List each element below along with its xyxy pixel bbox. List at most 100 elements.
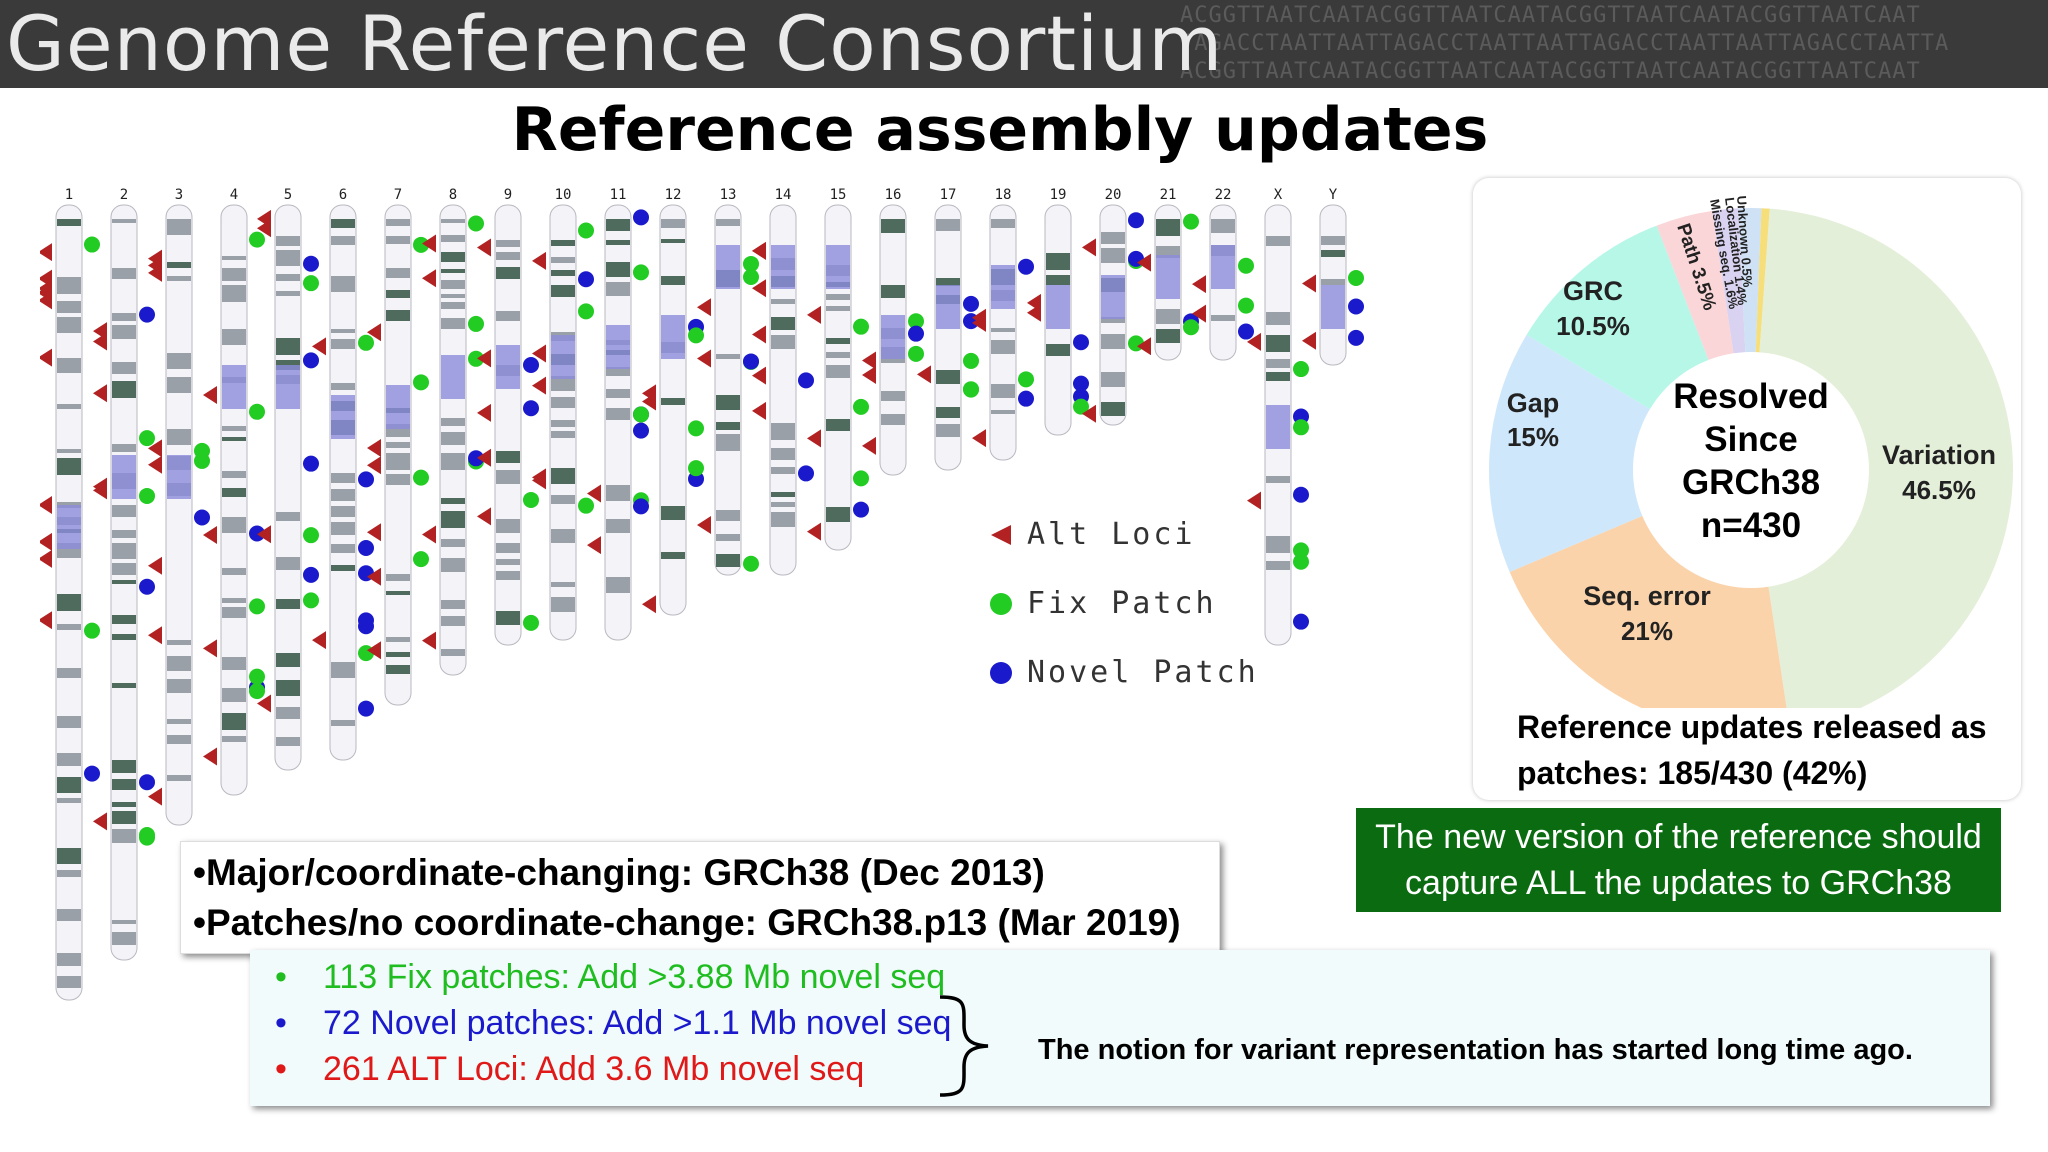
- fix-patch-marker: [688, 420, 704, 437]
- major-version-line: •Major/coordinate-changing: GRCh38 (Dec …: [193, 852, 1045, 893]
- chromosome-y: Y: [1302, 187, 1364, 366]
- bullet: •: [275, 1050, 287, 1088]
- header-banner: ACGGTTAATCAATACGGTTAATCAATACGGTTAATCAATA…: [0, 0, 2048, 88]
- fix-patch-marker: [578, 303, 594, 320]
- patch-version-line: •Patches/no coordinate-change: GRCh38.p1…: [193, 902, 1181, 943]
- banner-dna-texture: ACGGTTAATCAATACGGTTAATCAATACGGTTAATCAATA…: [1180, 3, 1950, 84]
- fix-patch-marker: [249, 668, 265, 685]
- fix-patch-marker: [853, 398, 869, 415]
- alt-loci-marker: [477, 349, 491, 368]
- alt-loci-marker: [1302, 274, 1316, 293]
- alt-loci-marker: [862, 351, 876, 370]
- alt-loci-marker: [422, 631, 436, 650]
- alt-loci-marker: [203, 639, 217, 658]
- alt-loci-marker: [203, 747, 217, 766]
- alt-loci-marker: [257, 694, 271, 713]
- fix-patch-marker: [249, 683, 265, 700]
- legend-label: Fix Patch: [1027, 586, 1217, 621]
- chromosome-label: 2: [120, 187, 128, 203]
- fix-patch-marker: [578, 222, 594, 239]
- patches-released-note: Reference updates released as patches: 1…: [1517, 709, 1987, 791]
- fix-patch-marker: [413, 551, 429, 568]
- curly-brace-icon: [939, 995, 989, 1097]
- novel-patch-marker: [358, 539, 374, 556]
- chromosome-label: 18: [995, 187, 1012, 203]
- fix-patch-marker: [743, 255, 759, 272]
- fix-patch-marker: [578, 497, 594, 514]
- novel-patch-marker: [523, 356, 539, 373]
- fix-patches-line: • 113 Fix patches: Add >3.88 Mb novel seq: [275, 958, 945, 997]
- chromosome-label: 20: [1105, 187, 1122, 203]
- alt-loci-marker: [367, 323, 381, 342]
- fix-patch-marker: [523, 491, 539, 508]
- novel-patch-marker: [84, 765, 100, 782]
- fix-patch-marker: [303, 527, 319, 544]
- fix-patch-marker: [139, 827, 155, 844]
- alt-loci-marker: [148, 787, 162, 806]
- alt-loci-marker: [697, 515, 711, 534]
- alt-loci-marker: [148, 249, 162, 268]
- fix-patch-marker: [743, 555, 759, 572]
- alt-loci-marker: [148, 626, 162, 645]
- chromosome-label: 9: [504, 187, 512, 203]
- alt-loci-marker: [1137, 253, 1151, 272]
- chromosome-11: 11: [587, 187, 649, 641]
- fix-patch-marker: [413, 236, 429, 253]
- alt-loci-marker: [477, 238, 491, 257]
- chromosome-15: 15: [807, 187, 869, 551]
- fix-patch-marker: [303, 592, 319, 609]
- fix-patch-marker: [1183, 319, 1199, 336]
- chromosome-4: 4: [203, 187, 265, 796]
- chromosome-16: 16: [862, 187, 924, 476]
- alt-loci-marker: [587, 536, 601, 555]
- alt-loci-marker: [93, 332, 107, 351]
- chromosome-label: 19: [1050, 187, 1067, 203]
- alt-loci-marker: [862, 436, 876, 455]
- alt-loci-marker: [752, 241, 766, 260]
- fix-patch-marker: [413, 469, 429, 486]
- donut-center-line: GRCh38: [1682, 463, 1820, 502]
- slide-title: Reference assembly updates: [511, 95, 1489, 165]
- fix-patch-marker: [1348, 270, 1364, 287]
- fix-patch-marker: [688, 460, 704, 477]
- fix-patch-marker: [1183, 213, 1199, 230]
- fix-patch-marker: [1293, 542, 1309, 559]
- alt-loci-marker: [972, 429, 986, 448]
- chromosome-5: 5: [257, 187, 319, 771]
- chromosome-3: 3: [148, 187, 210, 826]
- fix-patch-marker: [1238, 297, 1254, 314]
- novel-patch-marker: [1073, 375, 1089, 392]
- slice-label-gap: Gap: [1507, 388, 1560, 418]
- chromosome-8: 8: [422, 187, 484, 676]
- alt-loci-marker: [312, 337, 326, 356]
- alt-loci-marker: [312, 631, 326, 650]
- alt-loci-marker: [257, 219, 271, 238]
- alt-loci-marker: [1192, 304, 1206, 323]
- novel-patch-marker: [139, 578, 155, 595]
- alt-loci-marker: [422, 269, 436, 288]
- alt-loci-marker: [1302, 331, 1316, 350]
- novel-patch-marker: [358, 618, 374, 635]
- novel-patch-marker: [358, 700, 374, 717]
- alt-loci-marker: [972, 313, 986, 332]
- alt-loci-marker: [477, 403, 491, 422]
- donut-slice-localization: [1738, 207, 1762, 470]
- fix-patch-marker: [468, 215, 484, 232]
- fix-patch-marker: [633, 264, 649, 281]
- alt-loci-marker: [1192, 275, 1206, 294]
- novel-patch-marker: [1238, 323, 1254, 340]
- novel-patch-marker: [963, 295, 979, 312]
- fix-patch-marker: [1293, 553, 1309, 570]
- alt-loci-marker: [532, 376, 546, 395]
- chromosome-20: 20: [1082, 187, 1144, 426]
- alt-loci-marker: [532, 251, 546, 270]
- chromosome-14: 14: [752, 187, 814, 576]
- alt-loci-marker: [148, 455, 162, 474]
- fix-patch-marker: [633, 406, 649, 423]
- chromosome-2: 2: [93, 187, 155, 961]
- alt-loci-marker: [148, 439, 162, 458]
- chromosome-x: X: [1247, 187, 1309, 646]
- blue-dot-icon: [990, 662, 1012, 684]
- fix-patch-marker: [194, 442, 210, 459]
- alt-loci-marker: [532, 468, 546, 487]
